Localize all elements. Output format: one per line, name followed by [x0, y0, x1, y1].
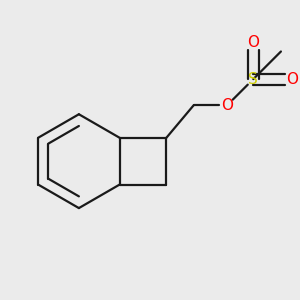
- Text: O: O: [286, 72, 298, 87]
- Text: O: O: [247, 35, 259, 50]
- Text: O: O: [221, 98, 233, 113]
- Text: S: S: [248, 72, 258, 87]
